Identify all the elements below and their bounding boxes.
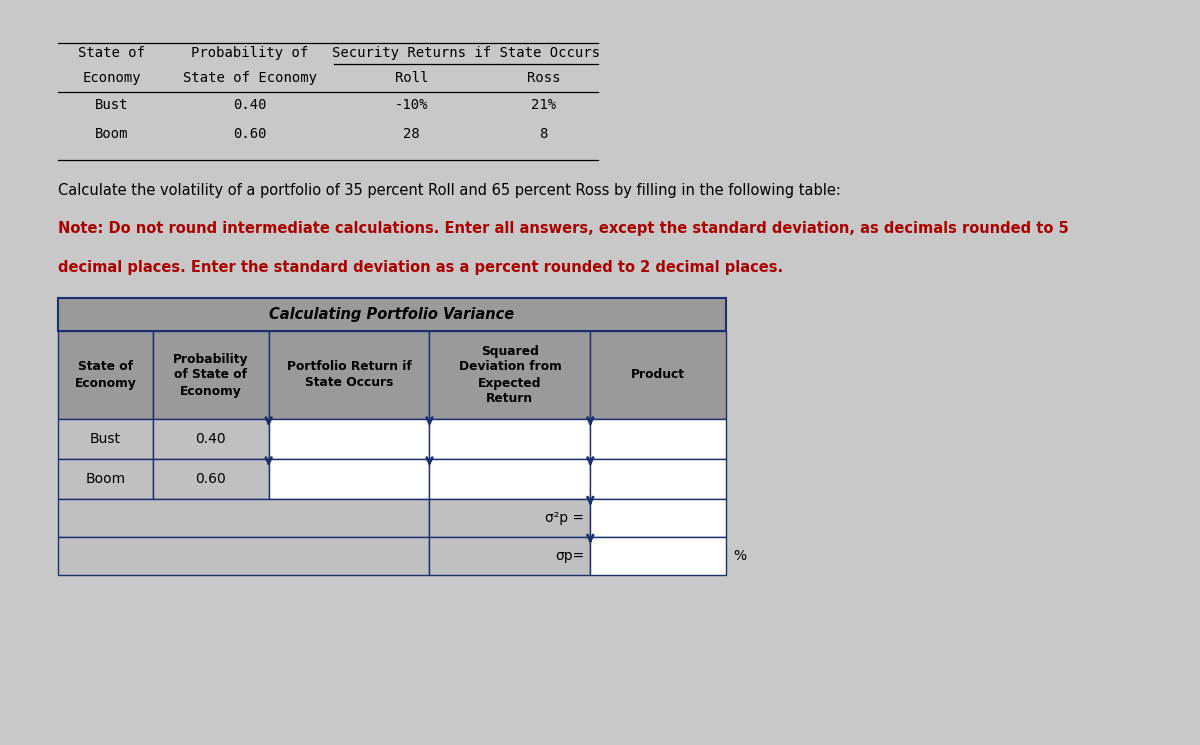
Text: 28: 28	[403, 127, 420, 141]
Bar	[269, 419, 430, 459]
Text: Calculating Portfolio Variance: Calculating Portfolio Variance	[269, 307, 515, 322]
Bar	[154, 419, 269, 459]
Bar	[58, 537, 430, 575]
Text: Probability
of State of
Economy: Probability of State of Economy	[173, 352, 248, 398]
Text: Security Returns if State Occurs: Security Returns if State Occurs	[331, 46, 600, 60]
Text: 0.40: 0.40	[196, 432, 226, 446]
Text: 8: 8	[540, 127, 547, 141]
Bar	[430, 537, 590, 575]
Text: Probability of: Probability of	[191, 46, 308, 60]
Text: Boom: Boom	[85, 472, 126, 486]
Bar	[430, 419, 590, 459]
Bar	[430, 459, 590, 499]
Bar	[269, 459, 430, 499]
Text: 0.40: 0.40	[233, 98, 266, 112]
Bar	[590, 499, 726, 537]
Text: State of: State of	[78, 46, 145, 60]
Text: Ross: Ross	[527, 71, 560, 85]
Text: 21%: 21%	[532, 98, 556, 112]
Bar	[58, 459, 154, 499]
Text: Economy: Economy	[83, 71, 140, 85]
Bar	[58, 499, 430, 537]
Text: State of Economy: State of Economy	[182, 71, 317, 85]
Bar	[590, 537, 726, 575]
Text: Note: Do not round intermediate calculations. Enter all answers, except the stan: Note: Do not round intermediate calculat…	[58, 221, 1068, 236]
Text: Bust: Bust	[90, 432, 121, 446]
Text: 0.60: 0.60	[233, 127, 266, 141]
Bar	[58, 419, 154, 459]
Bar	[430, 499, 590, 537]
Bar	[58, 331, 154, 419]
Text: 0.60: 0.60	[196, 472, 227, 486]
Text: %: %	[733, 549, 746, 563]
Text: Product: Product	[631, 369, 685, 381]
Text: Portfolio Return if
State Occurs: Portfolio Return if State Occurs	[287, 361, 412, 390]
Text: Boom: Boom	[95, 127, 128, 141]
Text: State of
Economy: State of Economy	[74, 361, 137, 390]
Text: σp=: σp=	[556, 549, 584, 563]
Text: -10%: -10%	[395, 98, 428, 112]
Bar	[590, 459, 726, 499]
Text: decimal places. Enter the standard deviation as a percent rounded to 2 decimal p: decimal places. Enter the standard devia…	[58, 260, 782, 275]
Bar	[154, 331, 269, 419]
Text: Squared
Deviation from
Expected
Return: Squared Deviation from Expected Return	[458, 344, 562, 405]
Text: Roll: Roll	[395, 71, 428, 85]
Bar	[58, 298, 726, 331]
Text: Calculate the volatility of a portfolio of 35 percent Roll and 65 percent Ross b: Calculate the volatility of a portfolio …	[58, 183, 840, 197]
Text: Bust: Bust	[95, 98, 128, 112]
Bar	[154, 459, 269, 499]
Bar	[590, 419, 726, 459]
Text: σ²p =: σ²p =	[545, 511, 584, 525]
